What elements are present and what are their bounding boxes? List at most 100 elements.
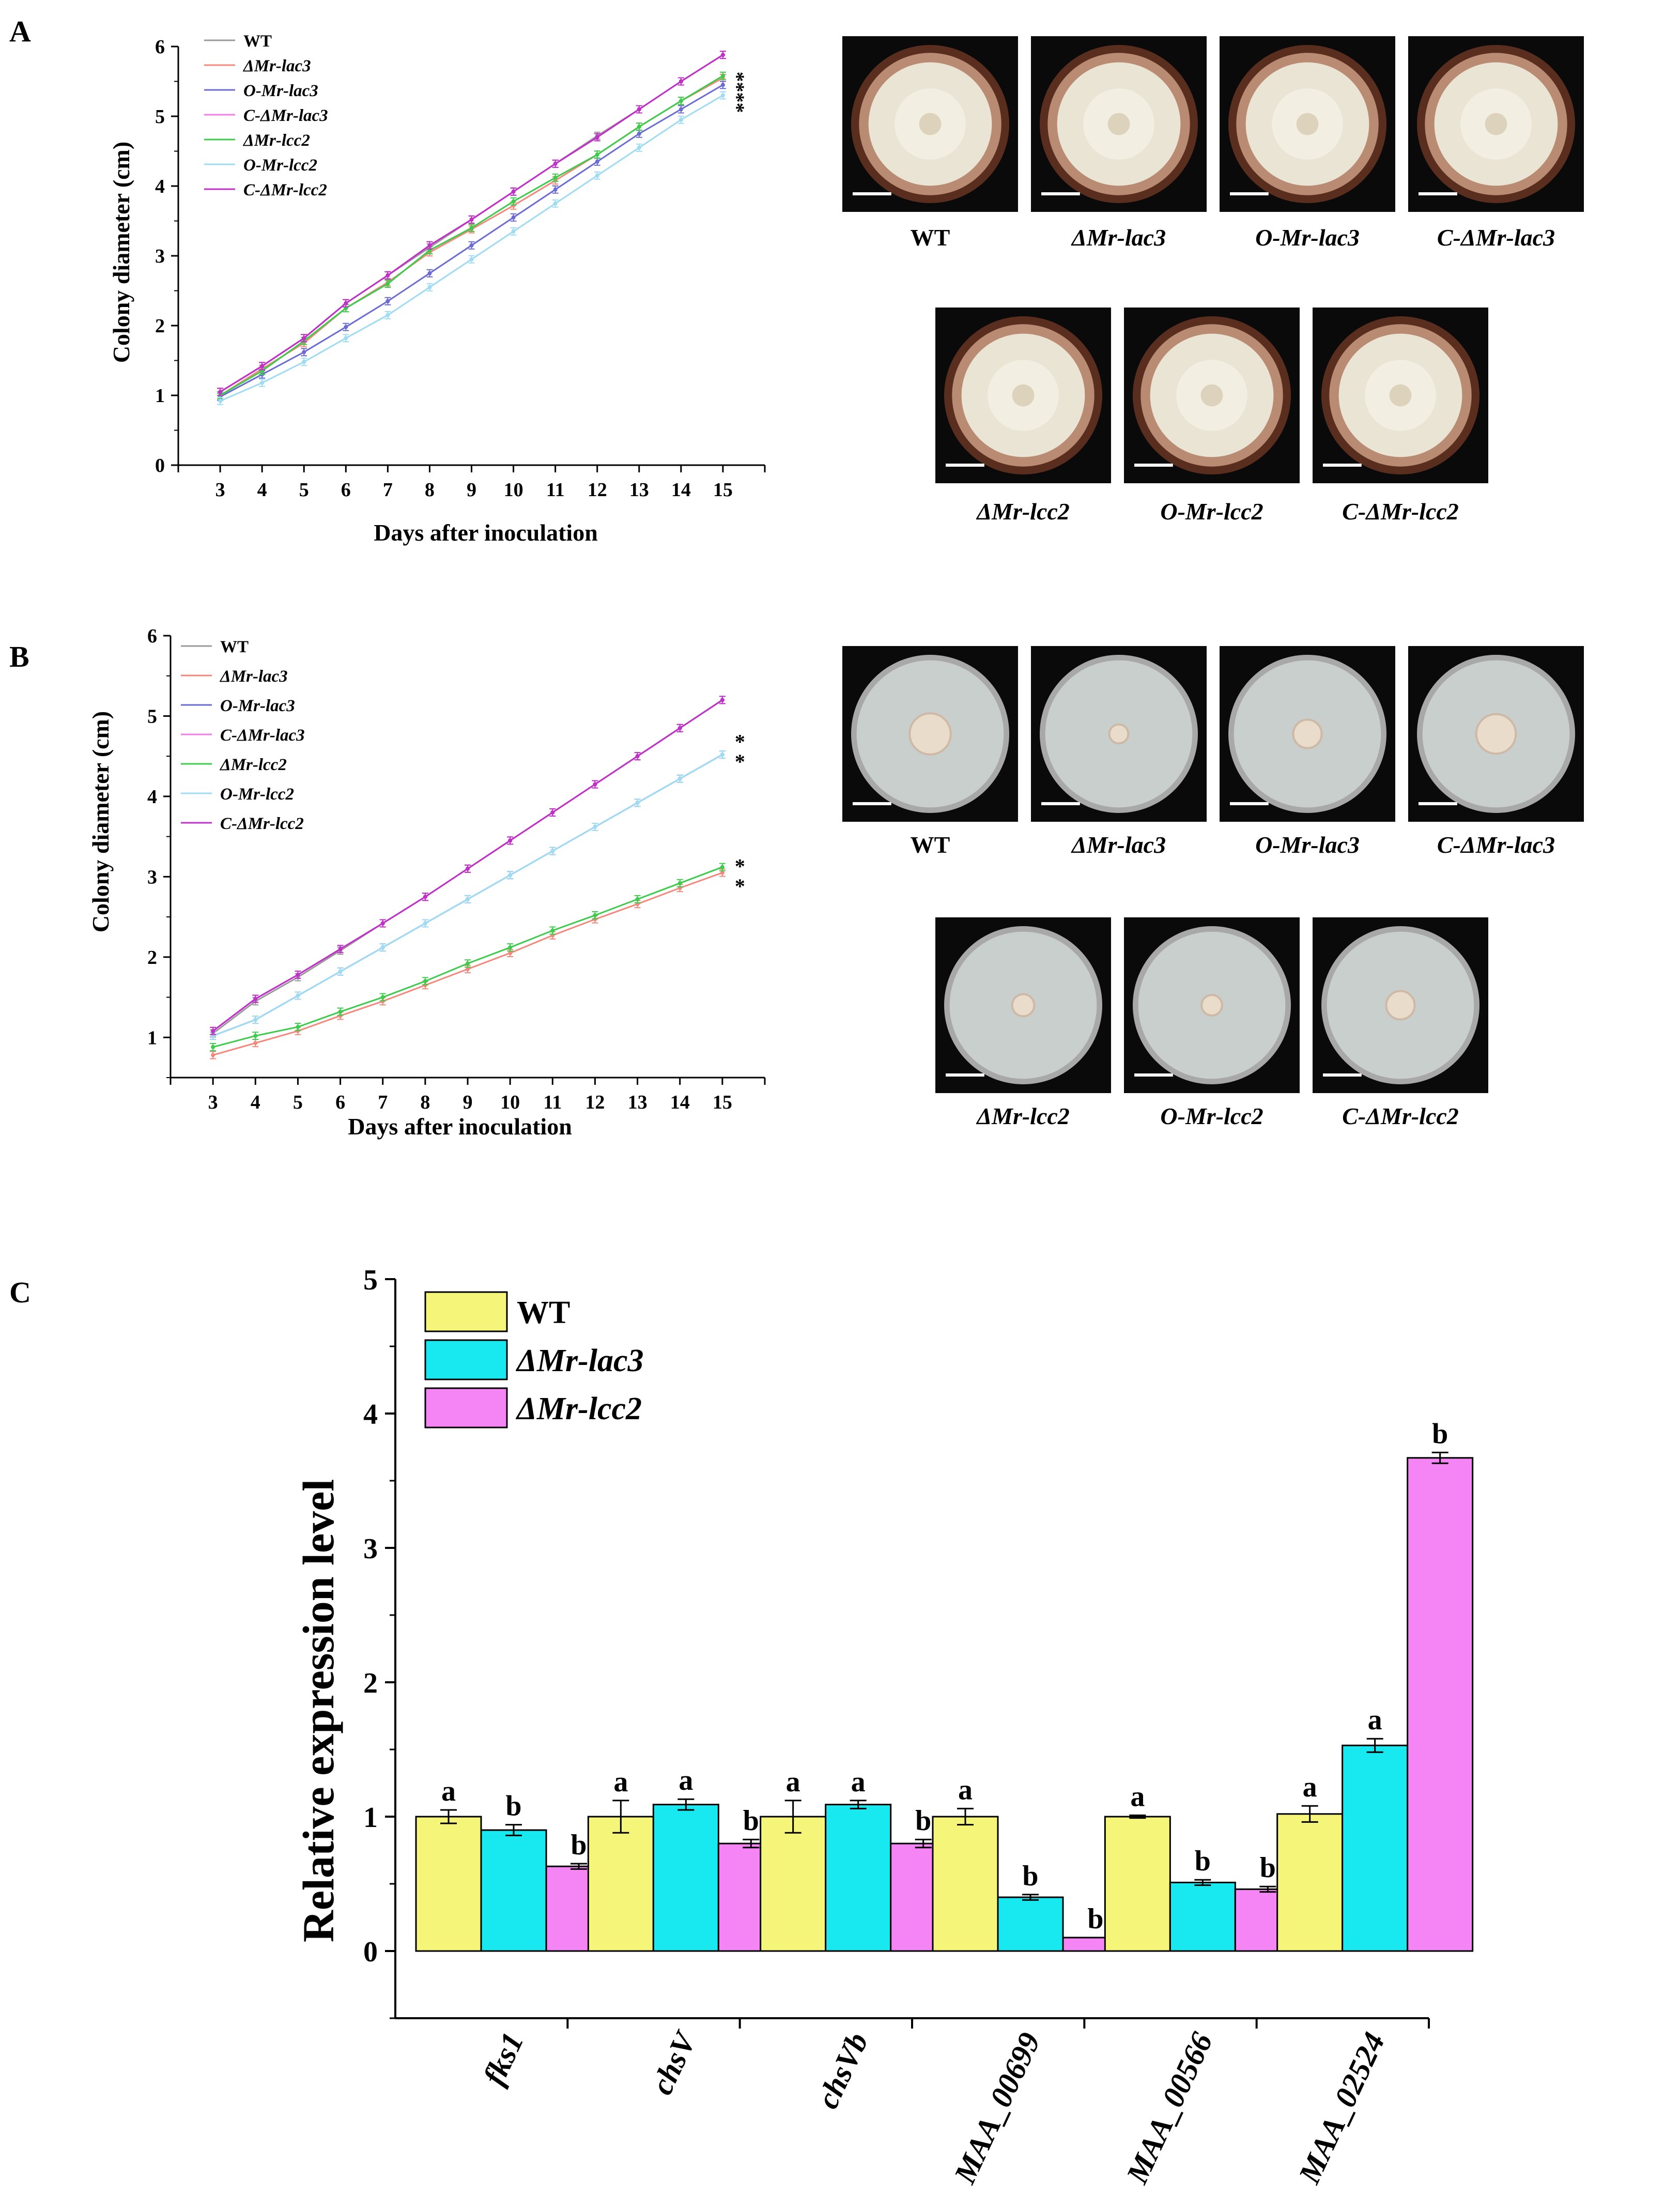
colony xyxy=(1475,713,1517,755)
significance-letter: b xyxy=(915,1805,931,1837)
legend-swatch xyxy=(424,1387,508,1429)
data-point xyxy=(720,83,725,87)
significance-letter: a xyxy=(958,1774,973,1806)
data-point xyxy=(595,152,599,157)
chart-b-x-axis-label: Days after inoculation xyxy=(348,1113,572,1140)
series-4 xyxy=(210,863,726,1051)
colony-photo xyxy=(842,36,1018,212)
series-2 xyxy=(217,81,726,401)
data-point xyxy=(338,969,343,974)
x-tick-label: 3 xyxy=(215,479,225,501)
colony xyxy=(1385,990,1416,1021)
data-point xyxy=(386,273,390,278)
data-point xyxy=(211,1053,215,1057)
legend-entry: C-ΔMr-lcc2 xyxy=(220,815,304,833)
colony-core xyxy=(1107,113,1130,135)
photo-grid-a: WT ΔMr-lac3 O-Mr-lac3 C-ΔMr-lac3 ΔMr-lcc2 O-M… xyxy=(842,36,1584,525)
colony-core xyxy=(1389,384,1412,407)
legend-entry: WT xyxy=(243,32,272,51)
data-point xyxy=(550,928,555,933)
bar xyxy=(997,1896,1064,1952)
significance-letter: b xyxy=(1432,1418,1448,1450)
x-tick-label: chsV xyxy=(644,2025,703,2099)
data-point xyxy=(593,913,597,917)
data-point xyxy=(720,73,725,78)
x-tick-label: MAA_00699 xyxy=(947,2028,1047,2189)
data-point xyxy=(386,313,390,317)
bar xyxy=(480,1829,547,1952)
bar xyxy=(1104,1816,1171,1952)
data-point xyxy=(553,175,558,180)
data-point xyxy=(637,107,641,112)
colony-photo xyxy=(842,646,1018,822)
data-point xyxy=(466,897,470,901)
data-point xyxy=(720,698,725,702)
legend-entry: ΔMr-lac3 xyxy=(515,1343,644,1378)
chart-a-x-axis-label: Days after inoculation xyxy=(374,519,598,546)
data-point xyxy=(423,895,427,899)
colony-core xyxy=(1296,113,1319,135)
significance-letter: a xyxy=(613,1766,628,1798)
data-point xyxy=(511,215,516,220)
data-point xyxy=(427,285,432,289)
data-point xyxy=(386,299,390,303)
photo-caption: O-Mr-lac3 xyxy=(1255,832,1360,858)
data-point xyxy=(302,336,306,341)
series-line xyxy=(212,866,723,1048)
x-tick-label: 10 xyxy=(500,1092,520,1113)
data-point xyxy=(637,131,641,136)
y-tick-label: 1 xyxy=(363,1802,378,1834)
data-point xyxy=(253,1018,258,1022)
x-tick-label: 15 xyxy=(713,1092,732,1113)
data-point xyxy=(302,360,306,364)
data-point xyxy=(508,945,513,950)
data-point xyxy=(466,967,470,972)
scale-bar xyxy=(1323,464,1362,467)
data-point xyxy=(637,145,641,150)
photo-caption: WT xyxy=(911,832,950,858)
x-tick-label: 5 xyxy=(293,1092,303,1113)
data-point xyxy=(635,754,640,759)
photo-caption: WT xyxy=(911,224,950,251)
legend-entry: ΔMr-lcc2 xyxy=(242,131,310,150)
legend-entry: ΔMr-lcc2 xyxy=(515,1391,642,1426)
legend-entry: C-ΔMr-lac3 xyxy=(243,106,328,125)
data-point xyxy=(550,849,555,853)
data-point xyxy=(423,979,427,984)
bar xyxy=(587,1816,654,1952)
y-tick-label: 5 xyxy=(155,106,165,128)
significance-mark: * xyxy=(735,750,745,773)
y-tick-label: 4 xyxy=(147,786,157,808)
data-point xyxy=(511,189,516,194)
y-tick-label: 2 xyxy=(155,315,165,337)
data-point xyxy=(553,201,558,206)
legend-entry: C-ΔMr-lac3 xyxy=(220,726,305,745)
data-point xyxy=(344,336,348,341)
data-point xyxy=(595,135,599,140)
colony-photo xyxy=(1031,646,1207,822)
legend-entry: O-Mr-lcc2 xyxy=(220,785,294,804)
colony-photo xyxy=(1408,646,1584,822)
colony-photo xyxy=(935,917,1111,1093)
colony-photo xyxy=(935,308,1111,483)
significance-mark: * xyxy=(735,854,745,878)
data-point xyxy=(720,53,725,57)
x-tick-label: 13 xyxy=(628,1092,648,1113)
x-tick-label: 14 xyxy=(671,479,691,501)
data-point xyxy=(593,782,597,787)
colony-core xyxy=(1012,384,1035,407)
x-tick-label: 10 xyxy=(504,479,523,501)
photo-caption: ΔMr-lcc2 xyxy=(976,498,1070,525)
data-point xyxy=(427,271,432,275)
data-point xyxy=(677,776,682,781)
data-point xyxy=(679,107,683,112)
significance-letter: b xyxy=(571,1829,587,1861)
data-point xyxy=(427,243,432,248)
x-tick-label: 4 xyxy=(257,479,267,501)
data-point xyxy=(296,973,300,977)
legend-entry: O-Mr-lac3 xyxy=(243,82,318,100)
data-point xyxy=(635,801,640,805)
chart-a-series xyxy=(217,51,726,405)
scale-bar xyxy=(1041,192,1080,195)
